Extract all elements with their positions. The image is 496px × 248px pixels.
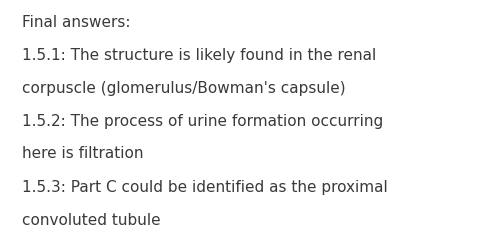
Text: convoluted tubule: convoluted tubule (22, 213, 161, 228)
Text: 1.5.2: The process of urine formation occurring: 1.5.2: The process of urine formation oc… (22, 114, 383, 129)
Text: corpuscle (glomerulus/Bowman's capsule): corpuscle (glomerulus/Bowman's capsule) (22, 81, 346, 95)
Text: here is filtration: here is filtration (22, 146, 144, 161)
Text: 1.5.3: Part C could be identified as the proximal: 1.5.3: Part C could be identified as the… (22, 180, 388, 195)
Text: 1.5.1: The structure is likely found in the renal: 1.5.1: The structure is likely found in … (22, 48, 376, 63)
Text: Final answers:: Final answers: (22, 15, 131, 30)
